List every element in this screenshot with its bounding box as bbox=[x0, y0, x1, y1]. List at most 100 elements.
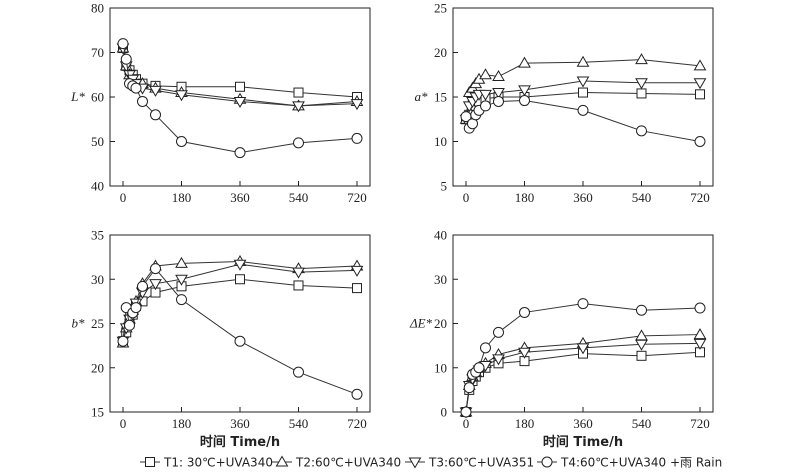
y-tick-label: 10 bbox=[434, 360, 447, 375]
panel-bottom-left: 15 20 25 30 35 0 180 360 540 720 b* 时间 Time/h bbox=[72, 228, 371, 450]
legend-item-4: T4:60℃+UVA340 +雨 Rain bbox=[537, 456, 722, 470]
data-point bbox=[293, 366, 304, 378]
y-tick-label: 80 bbox=[91, 1, 104, 16]
data-point bbox=[693, 328, 707, 340]
data-point bbox=[175, 90, 188, 102]
data-point bbox=[493, 326, 504, 338]
y-axis-label: L* bbox=[70, 89, 85, 104]
data-point bbox=[176, 294, 187, 306]
data-point bbox=[636, 88, 647, 99]
y-tick-label: 30 bbox=[91, 272, 104, 287]
x-axis-label: 时间 Time/h bbox=[200, 434, 280, 450]
y-axis-label: a* bbox=[415, 89, 429, 104]
y-tick-label: 40 bbox=[91, 179, 104, 194]
x-tick-label: 180 bbox=[515, 416, 535, 431]
legend-label: T3:60℃+UVA351 bbox=[428, 456, 534, 470]
x-tick-label: 0 bbox=[463, 416, 470, 431]
series-3 bbox=[116, 43, 364, 113]
legend-label: T1: 30℃+UVA340 bbox=[163, 456, 273, 470]
legend-marker bbox=[275, 455, 289, 467]
legend-marker bbox=[541, 456, 553, 468]
data-point bbox=[636, 350, 647, 361]
data-point bbox=[492, 354, 505, 366]
data-point bbox=[235, 81, 245, 92]
series-line bbox=[122, 261, 358, 344]
series-4 bbox=[460, 298, 706, 418]
data-point bbox=[694, 136, 706, 147]
data-point bbox=[117, 335, 129, 347]
data-point bbox=[693, 59, 707, 71]
data-point bbox=[635, 53, 648, 65]
data-point bbox=[577, 104, 589, 116]
series-line bbox=[122, 267, 358, 395]
y-tick-label: 50 bbox=[91, 134, 104, 149]
x-tick-label: 0 bbox=[120, 190, 127, 205]
data-point bbox=[576, 76, 590, 88]
data-point bbox=[234, 335, 246, 347]
data-point bbox=[480, 100, 491, 112]
data-point bbox=[351, 388, 363, 400]
data-point bbox=[576, 55, 590, 67]
y-tick-label: 60 bbox=[91, 90, 104, 105]
data-point bbox=[479, 89, 492, 101]
legend-item-2: T2:60℃+UVA340 bbox=[272, 456, 401, 470]
data-point bbox=[117, 38, 129, 50]
data-point bbox=[176, 136, 187, 147]
data-point bbox=[293, 137, 304, 149]
y-tick-label: 30 bbox=[434, 272, 447, 287]
series-4 bbox=[117, 263, 363, 400]
data-point bbox=[351, 132, 363, 144]
data-point bbox=[479, 68, 492, 80]
y-tick-label: 20 bbox=[91, 360, 104, 375]
data-point bbox=[518, 56, 531, 68]
y-tick-label: 20 bbox=[434, 45, 447, 60]
series-4 bbox=[117, 38, 363, 159]
y-tick-label: 15 bbox=[434, 90, 447, 105]
data-point bbox=[292, 267, 305, 279]
legend-marker bbox=[408, 457, 422, 469]
data-point bbox=[234, 147, 246, 159]
x-tick-label: 720 bbox=[690, 416, 710, 431]
y-tick-label: 25 bbox=[91, 316, 104, 331]
legend-item-1: T1: 30℃+UVA340 bbox=[140, 456, 273, 470]
data-point bbox=[518, 347, 531, 359]
data-point bbox=[350, 265, 364, 277]
data-point bbox=[519, 95, 530, 107]
data-point bbox=[235, 274, 245, 285]
data-point bbox=[233, 259, 247, 271]
data-point bbox=[695, 89, 705, 100]
data-point bbox=[352, 283, 362, 294]
legend: T1: 30℃+UVA340 T2:60℃+UVA340 T3:60℃+UVA351… bbox=[140, 456, 722, 470]
x-tick-label: 0 bbox=[463, 190, 470, 205]
legend-marker bbox=[145, 457, 155, 467]
data-point bbox=[576, 343, 590, 355]
x-tick-label: 540 bbox=[632, 416, 652, 431]
x-tick-label: 540 bbox=[289, 190, 309, 205]
legend-label: T4:60℃+UVA340 +雨 Rain bbox=[560, 456, 722, 470]
data-point bbox=[137, 95, 148, 107]
y-axis-label: b* bbox=[72, 316, 86, 331]
data-point bbox=[460, 406, 472, 418]
data-point bbox=[463, 382, 475, 394]
x-tick-label: 360 bbox=[573, 416, 593, 431]
data-point bbox=[150, 263, 161, 275]
data-point bbox=[493, 95, 504, 107]
data-point bbox=[293, 87, 304, 98]
x-tick-label: 0 bbox=[120, 416, 127, 431]
data-point bbox=[578, 87, 588, 98]
data-point bbox=[635, 329, 648, 341]
data-point bbox=[130, 302, 142, 314]
data-point bbox=[480, 342, 491, 354]
x-tick-label: 720 bbox=[347, 190, 367, 205]
data-point bbox=[130, 82, 142, 94]
x-tick-label: 360 bbox=[573, 190, 593, 205]
data-point bbox=[292, 101, 305, 113]
data-point bbox=[636, 304, 647, 316]
legend-label: T2:60℃+UVA340 bbox=[295, 456, 401, 470]
data-point bbox=[519, 306, 530, 318]
y-tick-label: 20 bbox=[434, 316, 447, 331]
data-point bbox=[492, 70, 505, 82]
x-tick-label: 540 bbox=[632, 190, 652, 205]
y-tick-label: 40 bbox=[434, 228, 447, 243]
